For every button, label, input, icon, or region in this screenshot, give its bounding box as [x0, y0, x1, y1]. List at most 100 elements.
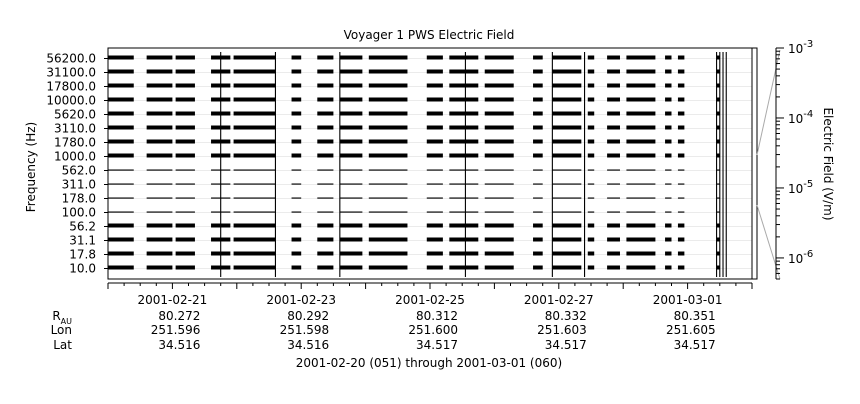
data-segment: [291, 237, 302, 242]
ephemeris-value: 80.351: [674, 309, 716, 323]
data-segment: [677, 237, 685, 242]
data-segment: [233, 55, 276, 60]
chart-title: Voyager 1 PWS Electric Field: [344, 28, 515, 42]
data-segment: [587, 237, 595, 242]
colorbar-tick-label: 10-3: [788, 39, 813, 56]
data-segment: [339, 83, 363, 88]
data-segment: [626, 97, 656, 102]
data-segment: [426, 265, 443, 270]
data-segment: [291, 97, 302, 102]
data-segment: [665, 169, 672, 171]
data-segment: [716, 97, 720, 102]
data-segment: [449, 139, 479, 144]
data-segment: [317, 211, 334, 213]
x-tick-label: 2001-02-21: [138, 293, 208, 307]
data-segment: [317, 139, 334, 144]
data-segment: [677, 197, 685, 199]
data-segment: [552, 69, 582, 74]
data-segment: [233, 251, 276, 256]
data-segment: [587, 139, 595, 144]
data-segment: [449, 223, 479, 228]
data-segment: [233, 265, 276, 270]
y-tick-label: 17800.0: [46, 80, 96, 94]
y-tick-label: 31100.0: [46, 66, 96, 80]
data-segment: [665, 55, 672, 60]
ephemeris-value: 80.312: [416, 309, 458, 323]
data-segment: [291, 153, 302, 158]
data-segment: [291, 223, 302, 228]
data-segment: [233, 139, 276, 144]
data-segment: [677, 55, 685, 60]
data-segment: [716, 69, 720, 74]
data-segment: [291, 211, 302, 213]
data-segment: [317, 265, 334, 270]
data-segment: [533, 97, 543, 102]
data-segment: [108, 237, 134, 242]
data-segment: [175, 223, 195, 228]
x-tick-label: 2001-02-23: [266, 293, 336, 307]
y-tick-label: 562.0: [62, 164, 96, 178]
data-segment: [607, 83, 620, 88]
data-segment: [607, 223, 620, 228]
data-segment: [484, 251, 514, 256]
data-segment: [175, 69, 195, 74]
data-segment: [426, 197, 443, 199]
data-segment: [108, 251, 134, 256]
data-segment: [484, 169, 514, 171]
data-segment: [108, 55, 134, 60]
data-segment: [175, 251, 195, 256]
data-segment: [587, 125, 595, 130]
data-segment: [533, 55, 543, 60]
data-segment: [108, 83, 134, 88]
data-segment: [339, 69, 363, 74]
data-segment: [665, 69, 672, 74]
colorbar-tick-label: 10-6: [788, 249, 813, 266]
data-segment: [175, 169, 195, 171]
data-segment: [233, 97, 276, 102]
data-segment: [368, 251, 408, 256]
data-segment: [146, 169, 173, 171]
data-segment: [677, 139, 685, 144]
y-axis-label: Frequency (Hz): [24, 122, 38, 213]
data-segment: [449, 97, 479, 102]
data-segment: [233, 169, 276, 171]
data-segment: [291, 139, 302, 144]
data-segment: [175, 111, 195, 116]
data-segment: [339, 55, 363, 60]
data-segment: [291, 125, 302, 130]
data-segment: [716, 197, 720, 199]
data-segment: [552, 265, 582, 270]
ephemeris-value: 251.603: [537, 323, 587, 337]
data-segment: [607, 169, 620, 171]
data-segment: [607, 265, 620, 270]
data-segment: [291, 55, 302, 60]
data-segment: [426, 125, 443, 130]
data-segment: [317, 237, 334, 242]
data-segment: [317, 251, 334, 256]
data-segment: [626, 183, 656, 185]
ephemeris-value: 251.598: [280, 323, 330, 337]
data-segment: [368, 237, 408, 242]
data-segment: [665, 237, 672, 242]
data-segment: [175, 139, 195, 144]
data-segment: [533, 211, 543, 213]
y-tick-label: 56200.0: [46, 52, 96, 66]
data-segment: [339, 223, 363, 228]
data-segment: [108, 153, 134, 158]
data-segment: [291, 169, 302, 171]
data-segment: [552, 223, 582, 228]
data-segment: [677, 125, 685, 130]
data-segment: [426, 83, 443, 88]
data-segment: [317, 55, 334, 60]
data-segment: [677, 111, 685, 116]
data-segment: [533, 223, 543, 228]
data-segment: [716, 153, 720, 158]
data-segment: [533, 111, 543, 116]
data-segment: [368, 153, 408, 158]
data-segment: [665, 183, 672, 185]
data-segment: [533, 69, 543, 74]
data-segment: [552, 139, 582, 144]
data-segment: [484, 183, 514, 185]
data-segment: [607, 251, 620, 256]
data-segment: [233, 83, 276, 88]
